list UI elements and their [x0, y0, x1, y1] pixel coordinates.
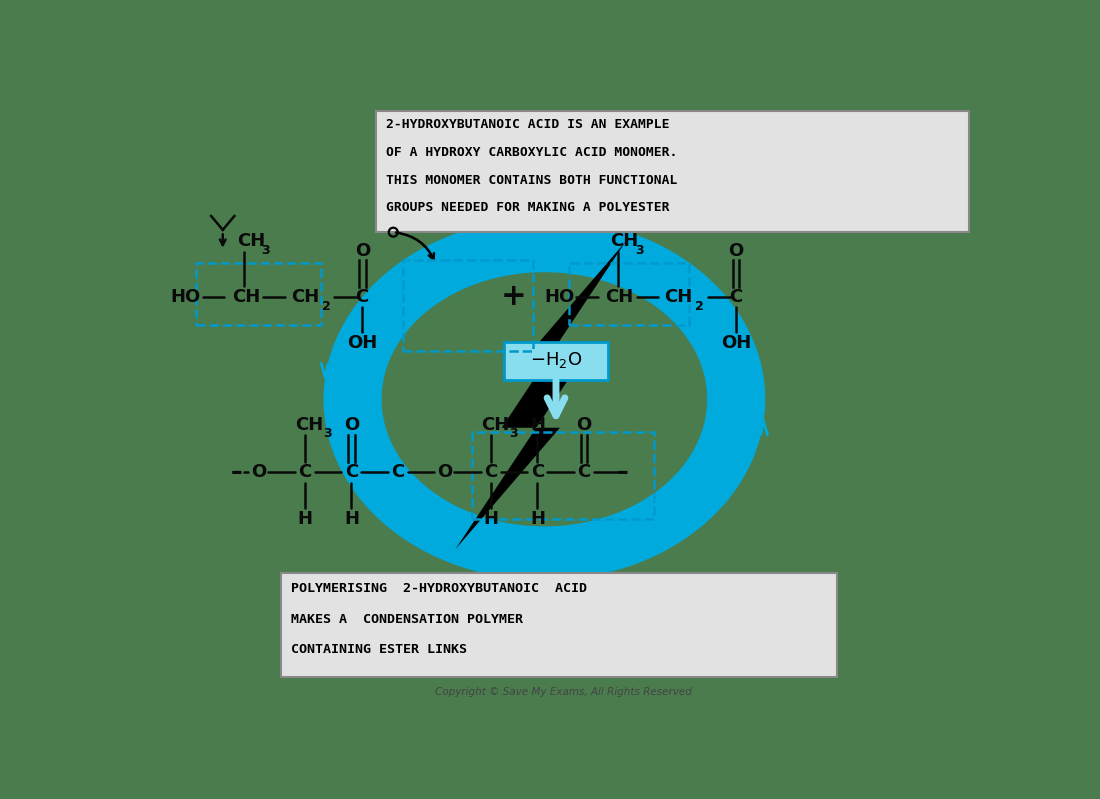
Text: C: C	[392, 463, 405, 482]
Text: 2-HYDROXYBUTANOIC ACID IS AN EXAMPLE: 2-HYDROXYBUTANOIC ACID IS AN EXAMPLE	[385, 118, 669, 131]
Text: O: O	[354, 241, 370, 260]
Text: H: H	[344, 510, 359, 527]
Text: MAKES A  CONDENSATION POLYMER: MAKES A CONDENSATION POLYMER	[290, 613, 522, 626]
Text: H: H	[530, 510, 544, 527]
Text: H: H	[297, 510, 312, 527]
Text: CH: CH	[236, 232, 265, 249]
Text: 3: 3	[635, 244, 643, 257]
Text: C: C	[531, 463, 544, 482]
Text: 3: 3	[322, 427, 331, 440]
FancyBboxPatch shape	[504, 341, 608, 380]
Text: $-\mathsf{H_2O}$: $-\mathsf{H_2O}$	[530, 350, 582, 370]
Text: O: O	[251, 463, 266, 482]
Text: CH: CH	[664, 288, 693, 306]
Text: +: +	[500, 282, 526, 312]
Text: THIS MONOMER CONTAINS BOTH FUNCTIONAL: THIS MONOMER CONTAINS BOTH FUNCTIONAL	[385, 173, 676, 187]
Polygon shape	[455, 241, 626, 550]
Text: CH: CH	[482, 415, 510, 434]
Text: OH: OH	[720, 334, 751, 352]
Text: HO: HO	[544, 288, 574, 306]
Text: C: C	[355, 288, 368, 306]
Text: C: C	[578, 463, 591, 482]
Text: 3: 3	[262, 244, 271, 257]
Text: CH: CH	[290, 288, 319, 306]
Text: OH: OH	[348, 334, 377, 352]
Text: C: C	[729, 288, 743, 306]
Text: O: O	[344, 415, 359, 434]
Text: C: C	[344, 463, 358, 482]
Text: O: O	[576, 415, 592, 434]
Text: –: –	[231, 460, 243, 484]
FancyBboxPatch shape	[376, 111, 969, 233]
Text: H: H	[530, 415, 544, 434]
Text: C: C	[484, 463, 497, 482]
Text: H: H	[483, 510, 498, 527]
Polygon shape	[323, 218, 766, 580]
Text: CH: CH	[296, 415, 323, 434]
Text: CH: CH	[232, 288, 261, 306]
Text: CONTAINING ESTER LINKS: CONTAINING ESTER LINKS	[290, 643, 466, 656]
Text: 3: 3	[508, 427, 517, 440]
Text: HO: HO	[170, 288, 201, 306]
Text: O: O	[728, 241, 744, 260]
Text: Copyright © Save My Exams, All Rights Reserved: Copyright © Save My Exams, All Rights Re…	[436, 687, 692, 698]
Text: CH: CH	[610, 232, 638, 249]
Text: 2: 2	[322, 300, 331, 313]
Text: GROUPS NEEDED FOR MAKING A POLYESTER: GROUPS NEEDED FOR MAKING A POLYESTER	[385, 201, 669, 214]
Text: OF A HYDROXY CARBOXYLIC ACID MONOMER.: OF A HYDROXY CARBOXYLIC ACID MONOMER.	[385, 146, 676, 159]
Text: –: –	[617, 460, 628, 484]
Text: CH: CH	[606, 288, 634, 306]
Text: 2: 2	[695, 300, 704, 313]
Text: O: O	[437, 463, 452, 482]
Text: POLYMERISING  2-HYDROXYBUTANOIC  ACID: POLYMERISING 2-HYDROXYBUTANOIC ACID	[290, 582, 587, 594]
FancyBboxPatch shape	[280, 573, 837, 678]
Text: C: C	[298, 463, 311, 482]
